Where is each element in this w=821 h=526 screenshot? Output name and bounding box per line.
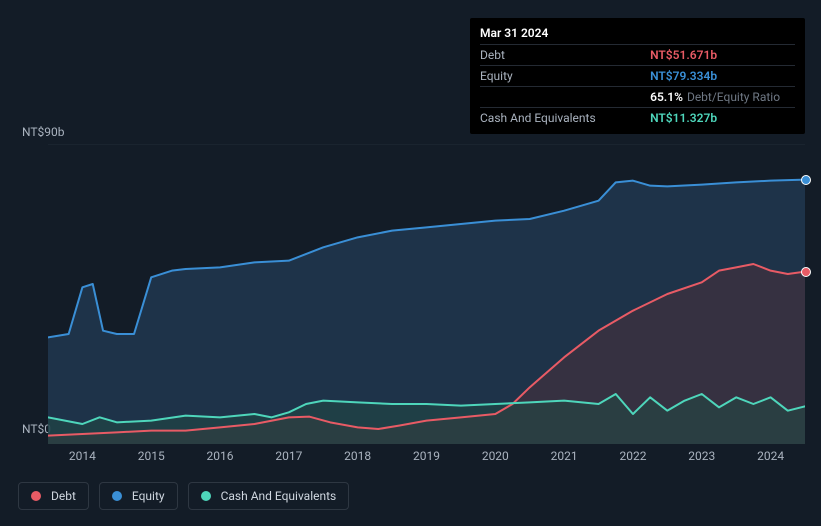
legend-item-equity[interactable]: Equity — [99, 482, 178, 510]
tooltip-row-value: NT$51.671b — [650, 45, 795, 66]
debt-end-marker — [801, 267, 811, 277]
tooltip-row-label — [480, 87, 650, 108]
equity-end-marker — [801, 175, 811, 185]
y-axis-label-top: NT$90b — [22, 125, 65, 139]
x-tick: 2016 — [207, 449, 234, 463]
tooltip-row-value: NT$11.327b — [650, 108, 795, 129]
legend-dot — [112, 491, 122, 501]
x-tick: 2017 — [275, 449, 302, 463]
x-tick: 2023 — [688, 449, 715, 463]
tooltip-row-label: Equity — [480, 66, 650, 87]
x-axis-ticks: 2014 2015 2016 2017 2018 2019 2020 2021 2022 2023… — [48, 449, 805, 465]
chart-svg — [48, 144, 805, 444]
x-tick: 2018 — [344, 449, 371, 463]
x-tick: 2022 — [619, 449, 646, 463]
legend: Debt Equity Cash And Equivalents — [18, 482, 349, 510]
tooltip-row-label: Debt — [480, 45, 650, 66]
x-tick: 2020 — [482, 449, 509, 463]
legend-label: Equity — [132, 489, 165, 503]
tooltip-row-value: NT$79.334b — [650, 66, 795, 87]
x-tick: 2019 — [413, 449, 440, 463]
x-tick: 2014 — [69, 449, 96, 463]
plot-area — [48, 144, 805, 444]
legend-label: Debt — [51, 489, 76, 503]
tooltip-row-label: Cash And Equivalents — [480, 108, 650, 129]
tooltip-panel: Mar 31 2024 DebtNT$51.671bEquityNT$79.33… — [470, 18, 805, 134]
chart — [16, 144, 805, 444]
legend-dot — [201, 491, 211, 501]
tooltip-date: Mar 31 2024 — [480, 24, 795, 44]
legend-item-cash-and-equivalents[interactable]: Cash And Equivalents — [188, 482, 350, 510]
x-tick: 2024 — [757, 449, 784, 463]
tooltip-row-value: 65.1%Debt/Equity Ratio — [650, 87, 795, 108]
tooltip-table: DebtNT$51.671bEquityNT$79.334b65.1%Debt/… — [480, 44, 795, 128]
legend-dot — [31, 491, 41, 501]
legend-label: Cash And Equivalents — [221, 489, 337, 503]
legend-item-debt[interactable]: Debt — [18, 482, 89, 510]
x-tick: 2015 — [138, 449, 165, 463]
x-tick: 2021 — [551, 449, 578, 463]
